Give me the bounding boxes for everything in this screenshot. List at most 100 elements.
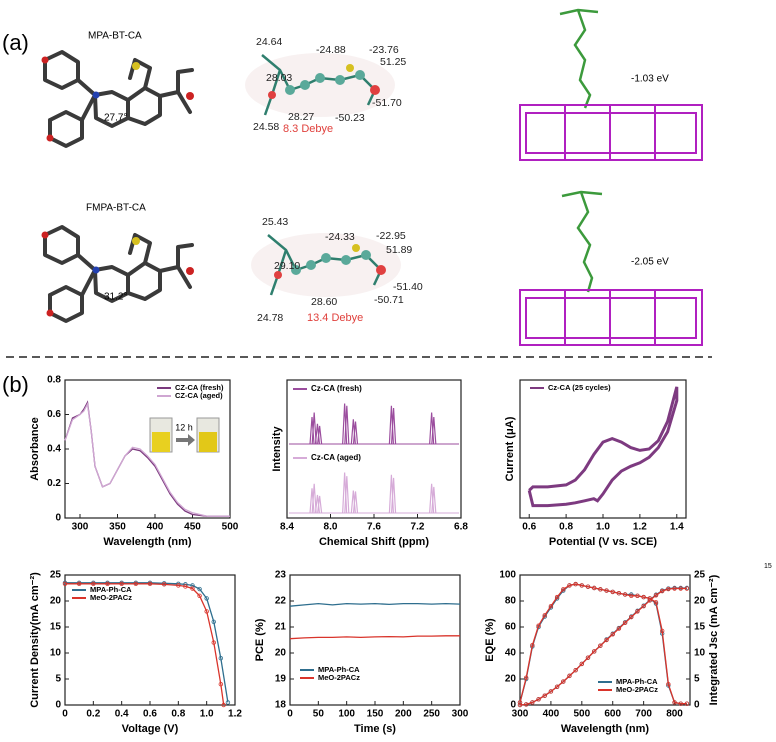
x-tick-label: 7.6 <box>367 522 381 533</box>
charge-label: 51.25 <box>380 56 406 68</box>
molecule-name: MPA-BT-CA <box>88 31 142 42</box>
charge-label: -24.88 <box>316 44 346 56</box>
marker <box>641 594 646 600</box>
x-tick-label: 500 <box>573 709 590 720</box>
y2-tick-label: 5 <box>694 674 700 685</box>
charge-label: -24.33 <box>325 231 355 243</box>
y-tick-label: 80 <box>505 596 517 607</box>
legend-label: MeO-2PACz <box>90 593 132 602</box>
legend-label: Cz-CA (fresh) <box>311 384 362 393</box>
x-tick-label: 400 <box>147 522 164 533</box>
marker <box>211 640 216 645</box>
marker <box>197 586 202 592</box>
y-tick-label: 10 <box>50 648 62 659</box>
marker <box>610 589 615 595</box>
plot-frame <box>519 574 691 706</box>
marker <box>659 628 665 634</box>
y-axis-label: Absorbance <box>29 417 41 481</box>
panel-label: (b) <box>2 372 29 397</box>
marker <box>598 587 603 592</box>
y-tick-label: 0.6 <box>47 409 61 420</box>
marker <box>517 700 523 705</box>
marker <box>567 583 572 588</box>
x-axis-label: Wavelength (nm) <box>103 536 192 548</box>
charge-label: 28.03 <box>266 72 292 84</box>
legend-label: MeO-2PACz <box>616 685 658 694</box>
marker <box>622 620 628 626</box>
marker <box>530 700 535 705</box>
x-tick-label: 0.6 <box>143 709 157 720</box>
marker <box>221 702 226 708</box>
marker <box>653 593 659 598</box>
legend-label: MeO-2PACz <box>318 673 360 682</box>
marker <box>616 626 622 631</box>
marker <box>554 594 560 600</box>
page-number: 15 <box>764 563 772 570</box>
charge-label: 24.78 <box>257 312 283 324</box>
marker <box>579 661 585 667</box>
x-tick-label: 0.4 <box>115 709 129 720</box>
x-tick-label: 0.8 <box>171 709 185 720</box>
x-tick-label: 0 <box>62 709 68 720</box>
marker <box>659 588 665 594</box>
marker <box>548 689 554 694</box>
marker <box>554 684 560 689</box>
x-tick-label: 7.2 <box>411 522 425 533</box>
marker <box>666 682 671 687</box>
y-tick-label: 0 <box>55 700 61 711</box>
charge-label: -51.70 <box>372 97 402 109</box>
marker <box>647 598 653 603</box>
marker <box>542 693 547 698</box>
marker <box>635 609 640 614</box>
series-line <box>289 635 460 640</box>
marker <box>598 643 603 648</box>
y2-axis-label: Integrated Jsc (mA cm⁻²) <box>708 574 720 705</box>
x-tick-label: 8.4 <box>280 522 294 533</box>
y-tick-label: 23 <box>275 570 287 581</box>
panel-label: (a) <box>2 30 29 55</box>
legend-label: MPA-Ph-CA <box>318 665 360 674</box>
x-tick-label: 1.0 <box>200 709 214 720</box>
y-axis-label: Current (μA) <box>504 416 516 481</box>
charge-label: -22.95 <box>376 230 406 242</box>
marker <box>197 593 202 598</box>
charge-label: 24.64 <box>256 36 282 48</box>
marker <box>604 637 609 643</box>
marker <box>542 613 547 618</box>
x-tick-label: 0.6 <box>522 522 536 533</box>
adsorption-energy: -2.05 eV <box>631 257 669 268</box>
y-tick-label: 0.8 <box>47 375 61 386</box>
molecule-name: FMPA-BT-CA <box>86 203 146 214</box>
charge-label: 28.60 <box>311 296 337 308</box>
marker <box>561 587 566 592</box>
vial-photo <box>149 417 220 453</box>
x-tick-label: 450 <box>184 522 201 533</box>
x-tick-label: 700 <box>635 709 652 720</box>
y-tick-label: 60 <box>505 622 517 633</box>
x-tick-label: 50 <box>313 709 325 720</box>
marker <box>530 643 535 648</box>
y-tick-label: 5 <box>55 674 61 685</box>
charge-label: -50.71 <box>374 294 404 306</box>
adsorption-model <box>559 8 603 293</box>
legend-label: CZ-CA (fresh) <box>175 383 224 392</box>
x-axis-label: Potential (V vs. SCE) <box>549 536 658 548</box>
x-axis-label: Time (s) <box>354 723 396 735</box>
molecule-structure <box>41 225 194 323</box>
y-axis-label: EQE (%) <box>484 618 496 662</box>
marker <box>105 581 110 587</box>
peak <box>317 425 323 445</box>
marker <box>591 649 597 654</box>
plot-frame <box>289 574 461 706</box>
marker <box>585 655 591 660</box>
series-line <box>65 583 225 706</box>
marker <box>161 582 167 587</box>
y2-tick-label: 10 <box>694 648 706 659</box>
peak <box>431 416 437 445</box>
y-tick-label: 0.4 <box>47 444 61 455</box>
x-tick-label: 8.0 <box>324 522 338 533</box>
series-line <box>289 602 461 607</box>
x-tick-label: 300 <box>512 709 529 720</box>
peak <box>352 491 359 514</box>
